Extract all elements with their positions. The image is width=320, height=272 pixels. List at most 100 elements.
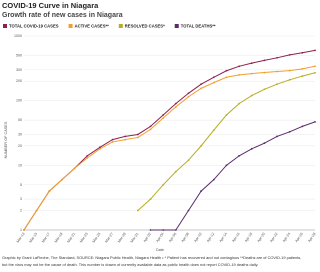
legend-swatch	[174, 24, 179, 28]
legend-label: TOTAL DEATHS**	[181, 23, 216, 28]
data-point	[99, 147, 101, 150]
x-tick-label: Mar-15	[28, 232, 38, 244]
data-point	[23, 229, 25, 231]
data-point	[238, 154, 240, 157]
data-point	[162, 114, 165, 116]
data-point	[276, 56, 278, 59]
x-tick-label: Mar-17	[41, 232, 51, 244]
x-axis-label: Date	[156, 248, 164, 252]
data-point	[162, 117, 165, 119]
x-tick-label: Apr-16	[231, 232, 240, 243]
data-point	[111, 141, 114, 143]
x-tick-label: Mar-31	[130, 232, 140, 244]
data-point	[288, 130, 291, 133]
legend-label: RESOLVED CASES*	[125, 23, 165, 28]
data-point	[149, 229, 152, 231]
x-tick-label: Apr-26	[294, 232, 303, 243]
y-tick-label: 50	[18, 118, 22, 122]
data-point	[314, 49, 316, 52]
data-point	[200, 87, 203, 90]
data-point	[238, 65, 240, 68]
legend-label: ACTIVE CASES**	[75, 23, 110, 28]
data-point	[301, 125, 304, 128]
series-line	[137, 72, 316, 211]
y-tick-label: 2	[20, 208, 22, 212]
data-point	[136, 133, 139, 136]
data-point	[301, 67, 304, 70]
data-point	[288, 54, 291, 56]
data-point	[212, 178, 215, 181]
footer-line: but the virus may not be the cause of de…	[2, 262, 258, 267]
data-point	[212, 76, 215, 79]
data-point	[174, 229, 177, 231]
data-point	[225, 69, 228, 72]
data-point	[111, 138, 114, 141]
data-point	[149, 125, 152, 128]
data-point	[174, 170, 177, 173]
data-point	[212, 129, 215, 132]
data-point	[276, 83, 278, 86]
legend-swatch	[118, 24, 123, 28]
data-point	[301, 75, 304, 77]
data-point	[174, 102, 177, 105]
y-tick-label: 300	[16, 68, 22, 72]
y-tick-label: 10	[18, 163, 22, 167]
data-point	[314, 71, 316, 74]
data-point	[162, 183, 165, 186]
x-tick-label: Apr-04	[155, 232, 164, 243]
x-tick-label: Apr-22	[269, 232, 278, 243]
y-tick-label: 5	[20, 183, 22, 187]
data-point	[263, 59, 266, 62]
data-point	[276, 70, 278, 73]
data-point	[187, 95, 190, 98]
data-point	[124, 135, 127, 138]
legend-swatch	[3, 24, 7, 28]
data-point	[250, 62, 253, 65]
chart-title: COVID-19 Curve in Niagara	[2, 1, 99, 10]
series-line	[23, 49, 316, 231]
data-point	[48, 190, 51, 192]
data-point	[225, 164, 228, 167]
data-point	[86, 154, 89, 157]
data-point	[200, 190, 203, 192]
x-tick-label: Apr-06	[168, 232, 177, 243]
data-point	[288, 78, 291, 81]
y-tick-label: 500	[16, 53, 22, 57]
data-point	[238, 74, 240, 76]
x-tick-label: Apr-12	[206, 232, 215, 243]
y-tick-label: 30	[18, 132, 22, 136]
x-tick-label: Apr-20	[257, 232, 266, 243]
data-point	[314, 65, 316, 68]
series-line	[150, 121, 316, 231]
y-tick-label: 200	[16, 79, 22, 83]
legend-swatch	[68, 24, 73, 28]
y-tick-label: 1	[20, 228, 22, 232]
data-point	[174, 106, 177, 108]
data-point	[86, 157, 89, 159]
x-tick-label: Apr-10	[193, 232, 202, 243]
data-point	[250, 94, 253, 97]
x-tick-label: Apr-18	[244, 232, 253, 243]
x-tick-label: Apr-24	[282, 232, 291, 243]
data-point	[162, 229, 165, 231]
data-point	[61, 178, 63, 181]
data-point	[225, 76, 228, 79]
data-point	[73, 167, 76, 170]
x-tick-label: Mar-29	[117, 232, 127, 244]
y-tick-label: 20	[18, 144, 22, 148]
x-tick-label: Mar-21	[66, 232, 76, 244]
data-point	[212, 81, 215, 84]
data-point	[200, 83, 203, 86]
data-point	[250, 147, 253, 150]
data-point	[35, 209, 38, 212]
x-tick-label: Mar-27	[104, 232, 114, 244]
data-point	[187, 92, 190, 95]
y-tick-label: 3	[20, 197, 22, 201]
data-point	[136, 136, 139, 139]
x-tick-label: Mar-25	[92, 232, 102, 244]
x-tick-label: Mar-13	[16, 232, 26, 244]
x-tick-label: Mar-23	[79, 232, 89, 244]
legend-label: TOTAL COVID-19 CASES	[9, 23, 59, 28]
data-point	[263, 71, 266, 74]
